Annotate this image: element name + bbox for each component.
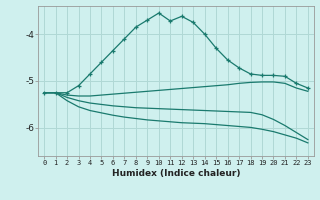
X-axis label: Humidex (Indice chaleur): Humidex (Indice chaleur) xyxy=(112,169,240,178)
